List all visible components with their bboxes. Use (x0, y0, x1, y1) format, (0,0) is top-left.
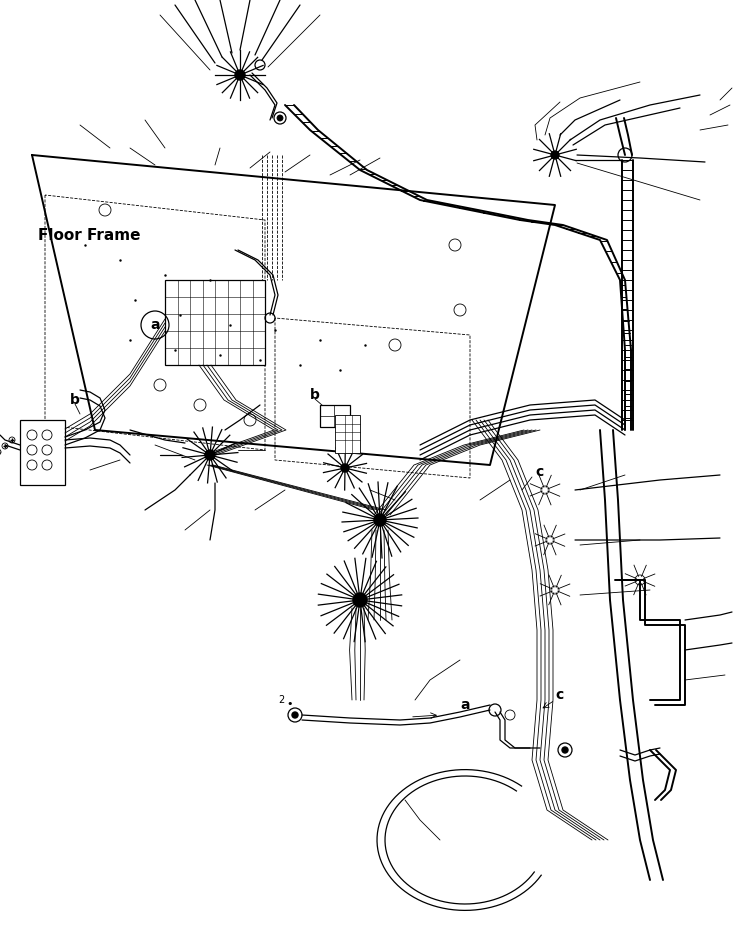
Bar (335, 415, 360, 453)
Text: c: c (536, 465, 544, 479)
Circle shape (353, 593, 367, 607)
Circle shape (374, 514, 386, 526)
Text: Floor Frame: Floor Frame (38, 228, 141, 242)
Text: a: a (150, 318, 160, 332)
Bar (165, 280, 265, 365)
Circle shape (341, 464, 349, 472)
Circle shape (277, 115, 283, 121)
Circle shape (292, 712, 298, 718)
Circle shape (205, 450, 215, 460)
Text: •: • (286, 699, 292, 709)
Bar (20, 420, 65, 485)
Circle shape (235, 70, 245, 80)
Circle shape (562, 747, 568, 753)
Text: 2: 2 (278, 695, 284, 705)
Text: b: b (310, 388, 320, 402)
Text: b: b (70, 393, 80, 407)
Text: c: c (556, 688, 564, 702)
Text: a: a (460, 698, 470, 712)
Circle shape (551, 151, 559, 159)
Bar (320, 405, 350, 427)
